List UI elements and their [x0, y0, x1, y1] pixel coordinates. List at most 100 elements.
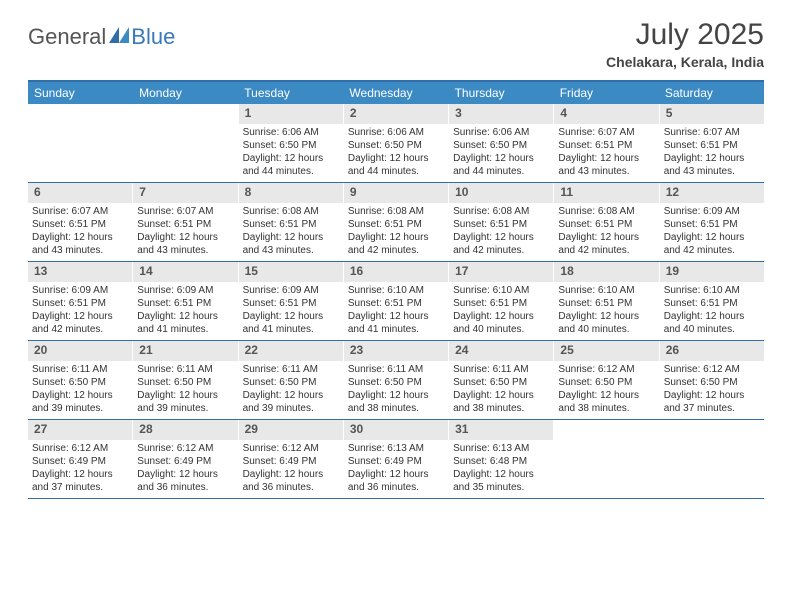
- day-details: Sunrise: 6:13 AMSunset: 6:48 PMDaylight:…: [449, 440, 553, 498]
- detail-line: Daylight: 12 hours: [32, 468, 128, 481]
- detail-line: and 41 minutes.: [348, 323, 444, 336]
- day-details: Sunrise: 6:09 AMSunset: 6:51 PMDaylight:…: [660, 203, 764, 261]
- detail-line: and 42 minutes.: [664, 244, 760, 257]
- day-details: Sunrise: 6:11 AMSunset: 6:50 PMDaylight:…: [449, 361, 553, 419]
- detail-line: Sunrise: 6:10 AM: [348, 284, 444, 297]
- day-details: Sunrise: 6:08 AMSunset: 6:51 PMDaylight:…: [554, 203, 658, 261]
- day-number: 25: [554, 341, 658, 361]
- day-number: 11: [554, 183, 658, 203]
- day-cell: 14Sunrise: 6:09 AMSunset: 6:51 PMDayligh…: [133, 262, 238, 340]
- detail-line: Sunset: 6:51 PM: [453, 218, 549, 231]
- detail-line: Daylight: 12 hours: [32, 310, 128, 323]
- detail-line: Sunrise: 6:11 AM: [137, 363, 233, 376]
- detail-line: and 41 minutes.: [243, 323, 339, 336]
- detail-line: Sunrise: 6:06 AM: [243, 126, 339, 139]
- day-number: 4: [554, 104, 658, 124]
- logo-text-blue: Blue: [131, 24, 175, 50]
- week-row: 27Sunrise: 6:12 AMSunset: 6:49 PMDayligh…: [28, 420, 764, 499]
- day-details: Sunrise: 6:10 AMSunset: 6:51 PMDaylight:…: [449, 282, 553, 340]
- weekday-wed: Wednesday: [343, 82, 448, 104]
- day-cell: 23Sunrise: 6:11 AMSunset: 6:50 PMDayligh…: [344, 341, 449, 419]
- day-number: 22: [239, 341, 343, 361]
- day-details: Sunrise: 6:12 AMSunset: 6:49 PMDaylight:…: [28, 440, 132, 498]
- detail-line: and 44 minutes.: [453, 165, 549, 178]
- day-number: 13: [28, 262, 132, 282]
- day-details: Sunrise: 6:12 AMSunset: 6:49 PMDaylight:…: [239, 440, 343, 498]
- day-cell: 7Sunrise: 6:07 AMSunset: 6:51 PMDaylight…: [133, 183, 238, 261]
- detail-line: Sunset: 6:51 PM: [32, 297, 128, 310]
- detail-line: Daylight: 12 hours: [348, 389, 444, 402]
- day-number: 1: [239, 104, 343, 124]
- detail-line: Sunset: 6:50 PM: [453, 376, 549, 389]
- detail-line: Daylight: 12 hours: [453, 389, 549, 402]
- detail-line: Sunset: 6:50 PM: [243, 139, 339, 152]
- day-number: 8: [239, 183, 343, 203]
- day-cell: 27Sunrise: 6:12 AMSunset: 6:49 PMDayligh…: [28, 420, 133, 498]
- detail-line: Sunrise: 6:13 AM: [348, 442, 444, 455]
- detail-line: Sunset: 6:51 PM: [558, 139, 654, 152]
- detail-line: Sunset: 6:50 PM: [453, 139, 549, 152]
- detail-line: and 39 minutes.: [32, 402, 128, 415]
- day-cell: 21Sunrise: 6:11 AMSunset: 6:50 PMDayligh…: [133, 341, 238, 419]
- detail-line: Sunset: 6:50 PM: [32, 376, 128, 389]
- detail-line: and 43 minutes.: [137, 244, 233, 257]
- day-cell: 15Sunrise: 6:09 AMSunset: 6:51 PMDayligh…: [239, 262, 344, 340]
- detail-line: Sunrise: 6:12 AM: [664, 363, 760, 376]
- weeks-container: 1Sunrise: 6:06 AMSunset: 6:50 PMDaylight…: [28, 104, 764, 499]
- day-number: 23: [344, 341, 448, 361]
- detail-line: Daylight: 12 hours: [243, 152, 339, 165]
- day-details: Sunrise: 6:06 AMSunset: 6:50 PMDaylight:…: [239, 124, 343, 182]
- day-cell: 8Sunrise: 6:08 AMSunset: 6:51 PMDaylight…: [239, 183, 344, 261]
- detail-line: and 43 minutes.: [664, 165, 760, 178]
- detail-line: Daylight: 12 hours: [558, 310, 654, 323]
- detail-line: Daylight: 12 hours: [453, 468, 549, 481]
- detail-line: and 38 minutes.: [558, 402, 654, 415]
- detail-line: and 38 minutes.: [348, 402, 444, 415]
- week-row: 20Sunrise: 6:11 AMSunset: 6:50 PMDayligh…: [28, 341, 764, 420]
- week-row: 13Sunrise: 6:09 AMSunset: 6:51 PMDayligh…: [28, 262, 764, 341]
- detail-line: and 39 minutes.: [137, 402, 233, 415]
- detail-line: Sunset: 6:49 PM: [243, 455, 339, 468]
- day-cell: 10Sunrise: 6:08 AMSunset: 6:51 PMDayligh…: [449, 183, 554, 261]
- detail-line: and 37 minutes.: [664, 402, 760, 415]
- detail-line: Daylight: 12 hours: [664, 389, 760, 402]
- detail-line: Sunset: 6:51 PM: [664, 218, 760, 231]
- detail-line: Sunrise: 6:08 AM: [243, 205, 339, 218]
- weekday-thu: Thursday: [449, 82, 554, 104]
- day-details: Sunrise: 6:11 AMSunset: 6:50 PMDaylight:…: [28, 361, 132, 419]
- detail-line: and 40 minutes.: [453, 323, 549, 336]
- day-number: 12: [660, 183, 764, 203]
- detail-line: and 36 minutes.: [348, 481, 444, 494]
- day-number: 10: [449, 183, 553, 203]
- day-details: Sunrise: 6:06 AMSunset: 6:50 PMDaylight:…: [449, 124, 553, 182]
- detail-line: Daylight: 12 hours: [558, 152, 654, 165]
- detail-line: Sunset: 6:51 PM: [243, 218, 339, 231]
- detail-line: Sunset: 6:51 PM: [558, 218, 654, 231]
- detail-line: Daylight: 12 hours: [243, 310, 339, 323]
- detail-line: Sunset: 6:51 PM: [664, 139, 760, 152]
- weekday-row: Sunday Monday Tuesday Wednesday Thursday…: [28, 82, 764, 104]
- detail-line: and 43 minutes.: [558, 165, 654, 178]
- day-number: 20: [28, 341, 132, 361]
- weekday-sun: Sunday: [28, 82, 133, 104]
- day-details: Sunrise: 6:12 AMSunset: 6:49 PMDaylight:…: [133, 440, 237, 498]
- detail-line: Sunrise: 6:12 AM: [32, 442, 128, 455]
- detail-line: Sunrise: 6:06 AM: [348, 126, 444, 139]
- detail-line: Sunrise: 6:07 AM: [32, 205, 128, 218]
- detail-line: and 43 minutes.: [32, 244, 128, 257]
- detail-line: Daylight: 12 hours: [453, 152, 549, 165]
- detail-line: Sunrise: 6:10 AM: [453, 284, 549, 297]
- day-cell: 9Sunrise: 6:08 AMSunset: 6:51 PMDaylight…: [344, 183, 449, 261]
- week-row: 1Sunrise: 6:06 AMSunset: 6:50 PMDaylight…: [28, 104, 764, 183]
- detail-line: Daylight: 12 hours: [558, 389, 654, 402]
- day-cell: 4Sunrise: 6:07 AMSunset: 6:51 PMDaylight…: [554, 104, 659, 182]
- day-details: Sunrise: 6:07 AMSunset: 6:51 PMDaylight:…: [28, 203, 132, 261]
- day-cell: 29Sunrise: 6:12 AMSunset: 6:49 PMDayligh…: [239, 420, 344, 498]
- day-details: Sunrise: 6:06 AMSunset: 6:50 PMDaylight:…: [344, 124, 448, 182]
- detail-line: Sunrise: 6:11 AM: [348, 363, 444, 376]
- day-number: 31: [449, 420, 553, 440]
- day-cell: 16Sunrise: 6:10 AMSunset: 6:51 PMDayligh…: [344, 262, 449, 340]
- day-details: Sunrise: 6:07 AMSunset: 6:51 PMDaylight:…: [554, 124, 658, 182]
- detail-line: Sunrise: 6:08 AM: [453, 205, 549, 218]
- day-cell: 22Sunrise: 6:11 AMSunset: 6:50 PMDayligh…: [239, 341, 344, 419]
